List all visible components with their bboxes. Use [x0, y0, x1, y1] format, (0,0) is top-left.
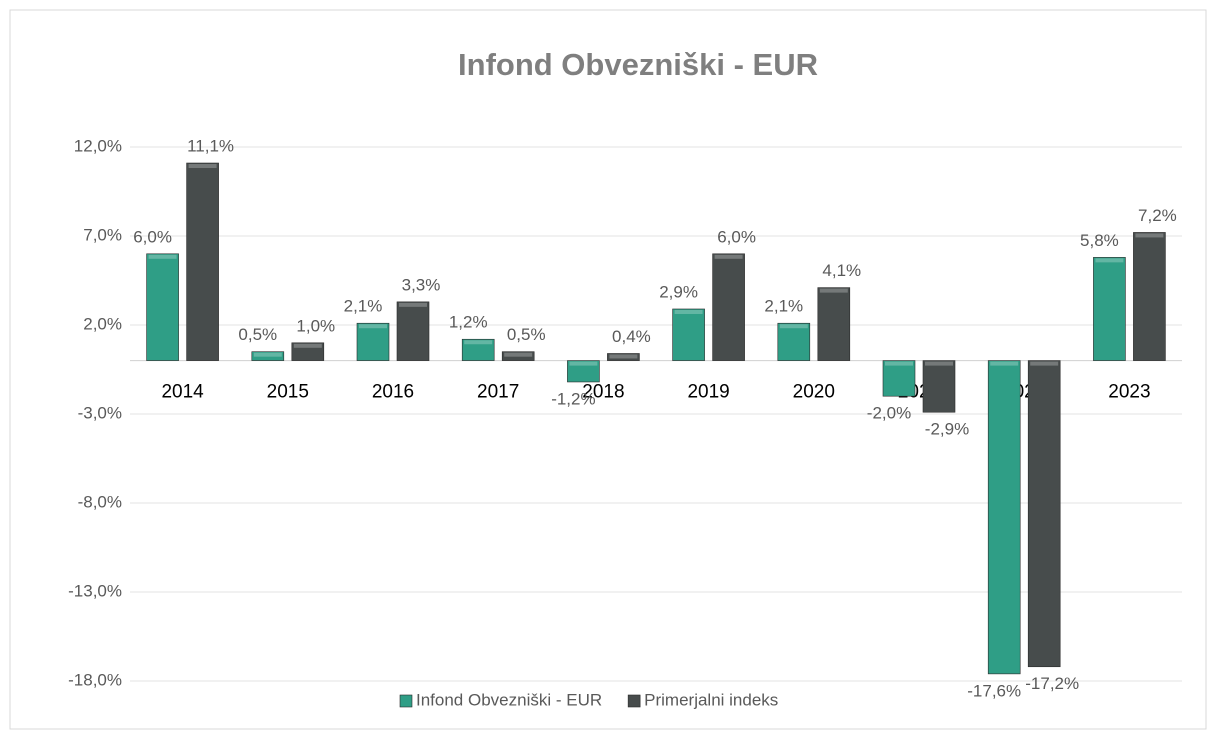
bar: [146, 253, 179, 361]
bar: [607, 353, 640, 361]
bar: [186, 162, 219, 361]
data-label: 1,2%: [449, 313, 488, 332]
x-tick-label: 2015: [267, 382, 309, 403]
bar-highlight: [1095, 258, 1124, 263]
bar: [672, 308, 705, 361]
bar: [1093, 257, 1126, 361]
data-label: 2,9%: [659, 282, 698, 301]
bar-highlight: [1030, 361, 1059, 366]
x-tick-label: 2023: [1108, 382, 1150, 403]
data-label: 6,0%: [717, 227, 756, 246]
data-label: 5,8%: [1080, 231, 1119, 250]
y-tick-label: 7,0%: [83, 225, 122, 244]
bar-highlight: [925, 361, 953, 366]
bar: [987, 360, 1021, 675]
bar: [356, 322, 390, 361]
x-tick-label: 2016: [372, 382, 414, 403]
bar-highlight: [779, 324, 808, 329]
data-label: -17,6%: [967, 681, 1021, 700]
x-tick-label: 2017: [477, 382, 519, 403]
legend-label: Primerjalni indeks: [644, 690, 778, 709]
bar-highlight: [990, 361, 1019, 366]
bar: [501, 351, 535, 361]
data-label: 7,2%: [1138, 206, 1177, 225]
bar: [882, 360, 916, 397]
legend-label: Infond Obvezniški - EUR: [416, 690, 602, 709]
bar-highlight: [569, 361, 598, 366]
y-tick-label: -8,0%: [78, 492, 122, 511]
bar: [712, 253, 745, 361]
data-label: 0,4%: [612, 327, 651, 346]
bar-highlight: [399, 302, 427, 307]
bar: [251, 351, 285, 361]
data-label: -2,0%: [867, 404, 911, 423]
bar: [817, 287, 851, 361]
legend-swatch: [399, 694, 413, 708]
y-tick-label: -13,0%: [68, 581, 122, 600]
legend-swatch: [627, 694, 641, 708]
data-label: 11,1%: [187, 137, 234, 156]
bar-highlight: [885, 361, 913, 366]
bar-highlight: [674, 309, 703, 314]
data-label: 6,0%: [133, 227, 172, 246]
bar-highlight: [253, 352, 282, 357]
data-label: 2,1%: [764, 297, 803, 316]
bar-highlight: [293, 343, 322, 348]
bar: [1027, 360, 1061, 668]
bar-highlight: [1135, 233, 1164, 238]
data-label: 4,1%: [822, 261, 861, 280]
y-tick-label: -18,0%: [68, 670, 122, 689]
bar: [922, 360, 956, 413]
x-tick-label: 2019: [687, 382, 729, 403]
bar: [777, 322, 811, 361]
x-tick-label: 2014: [161, 382, 204, 403]
chart-title: Infond Obvezniški - EUR: [458, 47, 818, 82]
bar-highlight: [148, 254, 177, 259]
bar-highlight: [714, 254, 743, 259]
bar: [291, 342, 325, 361]
data-label: 1,0%: [296, 316, 335, 335]
bar-highlight: [464, 340, 493, 345]
bar-highlight: [359, 324, 387, 329]
bar-highlight: [609, 354, 638, 359]
data-label: -2,9%: [925, 420, 969, 439]
data-label: 0,5%: [507, 325, 546, 344]
bar: [396, 301, 430, 361]
chart-frame: [9, 9, 1207, 730]
data-label: 3,3%: [402, 275, 441, 294]
bar-highlight: [504, 352, 533, 357]
data-label: 2,1%: [344, 297, 383, 316]
y-tick-label: 12,0%: [74, 136, 122, 155]
data-label: -17,2%: [1025, 674, 1079, 693]
x-tick-label: 2020: [793, 382, 835, 403]
y-tick-label: -3,0%: [78, 403, 122, 422]
y-tick-label: 2,0%: [83, 314, 122, 333]
bar-highlight: [188, 164, 217, 169]
bar: [567, 360, 600, 383]
data-label: -1,2%: [551, 389, 595, 408]
bar-highlight: [819, 288, 848, 293]
x-tick-label: 2018: [582, 382, 624, 403]
bar: [1133, 232, 1166, 361]
data-label: 0,5%: [238, 325, 277, 344]
bar: [461, 338, 495, 361]
